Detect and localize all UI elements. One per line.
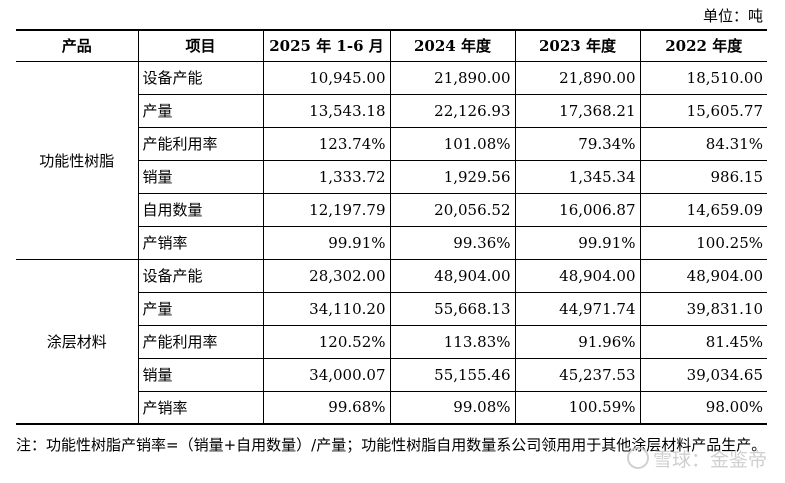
item-cell: 设备产能 (137, 60, 264, 95)
table-row: 产能利用率 123.74% 101.08% 79.34% 84.31% (16, 126, 767, 161)
value-cell: 99.08% (389, 390, 516, 425)
capacity-table: 产品 项目 2025 年 1-6 月 2024 年度 2023 年度 2022 … (16, 29, 767, 425)
value-cell: 55,668.13 (389, 291, 516, 326)
value-cell: 113.83% (389, 324, 516, 359)
watermark-text: 雪球：金鉴帝 (652, 449, 767, 471)
item-cell: 产销率 (138, 390, 264, 425)
table-row: 功能性树脂 设备产能 10,945.00 21,890.00 21,890.00 18,5… (16, 60, 767, 260)
value-cell: 16,006.87 (514, 192, 641, 227)
value-cell: 99.68% (262, 390, 391, 425)
value-cell: 100.59% (514, 390, 641, 425)
value-cell: 84.31% (639, 126, 767, 161)
value-cell: 13,543.18 (262, 93, 391, 128)
header-product: 产品 (16, 29, 139, 62)
table-row: 产销率 99.91% 99.36% 99.91% 100.25% (16, 225, 767, 260)
value-cell: 12,197.79 (262, 192, 391, 227)
item-cell: 产量 (138, 93, 264, 128)
value-cell: 986.15 (639, 159, 767, 194)
table-row: 产销率 99.68% 99.08% 100.59% 98.00% (16, 390, 767, 425)
value-cell: 101.08% (389, 126, 516, 161)
table-row: 涂层材料 设备产能 28,302.00 48,904.00 48,904.00 48,90… (16, 258, 767, 425)
value-cell: 99.91% (262, 225, 391, 260)
header-row: 产品 项目 2025 年 1-6 月 2024 年度 2023 年度 2022 … (16, 29, 767, 62)
value-cell: 21,890.00 (389, 60, 516, 95)
table-row: 产能利用率 120.52% 113.83% 91.96% 81.45% (16, 324, 767, 359)
value-cell: 17,368.21 (514, 93, 641, 128)
value-cell: 18,510.00 (639, 60, 767, 95)
unit-label: 单位：吨 (702, 7, 763, 25)
value-cell: 100.25% (639, 225, 767, 260)
value-cell: 21,890.00 (514, 60, 641, 95)
header-2023: 2023 年度 (514, 29, 641, 62)
value-cell: 81.45% (639, 324, 767, 359)
snowball-logo-icon (626, 447, 649, 469)
item-cell: 设备产能 (137, 258, 264, 293)
item-cell: 销量 (138, 159, 264, 194)
value-cell: 39,034.65 (639, 357, 767, 392)
value-cell: 28,302.00 (262, 258, 391, 293)
product-cell: 功能性树脂 (16, 60, 139, 260)
header-item: 项目 (137, 29, 264, 62)
value-cell: 79.34% (514, 126, 641, 161)
value-cell: 1,929.56 (389, 159, 516, 194)
value-cell: 22,126.93 (389, 93, 516, 128)
value-cell: 1,345.34 (514, 159, 641, 194)
value-cell: 55,155.46 (389, 357, 516, 392)
item-cell: 自用数量 (138, 192, 264, 227)
value-cell: 39,831.10 (639, 291, 767, 326)
value-cell: 91.96% (514, 324, 641, 359)
value-cell: 15,605.77 (639, 93, 767, 128)
table-row: 销量 1,333.72 1,929.56 1,345.34 986.15 (16, 159, 767, 194)
table-row: 自用数量 12,197.79 20,056.52 16,006.87 14,659.09 (16, 192, 767, 227)
value-cell: 99.36% (389, 225, 516, 260)
table-row: 销量 34,000.07 55,155.46 45,237.53 39,034.65 (16, 357, 767, 392)
value-cell: 48,904.00 (514, 258, 641, 293)
value-cell: 34,110.20 (262, 291, 391, 326)
item-cell: 产销率 (138, 225, 264, 260)
item-cell: 销量 (138, 357, 264, 392)
item-cell: 产量 (138, 291, 264, 326)
header-2025h1: 2025 年 1-6 月 (262, 29, 391, 62)
footnote: 注：功能性树脂产销率=（销量+自用数量）/产量；功能性树脂自用数量系公司领用用于… (16, 436, 767, 454)
value-cell: 99.91% (514, 225, 641, 260)
value-cell: 48,904.00 (639, 258, 767, 293)
item-cell: 产能利用率 (138, 126, 264, 161)
value-cell: 10,945.00 (262, 60, 391, 95)
value-cell: 44,971.74 (514, 291, 641, 326)
value-cell: 123.74% (262, 126, 391, 161)
header-2024: 2024 年度 (389, 29, 516, 62)
value-cell: 98.00% (639, 390, 767, 425)
value-cell: 120.52% (262, 324, 391, 359)
table-body: 功能性树脂 设备产能 10,945.00 21,890.00 21,890.00 18,5… (16, 60, 767, 425)
value-cell: 20,056.52 (389, 192, 516, 227)
value-cell: 14,659.09 (639, 192, 767, 227)
value-cell: 45,237.53 (514, 357, 641, 392)
watermark: 雪球：金鉴帝 (626, 445, 767, 472)
item-cell: 产能利用率 (138, 324, 264, 359)
value-cell: 34,000.07 (262, 357, 391, 392)
header-2022: 2022 年度 (639, 29, 767, 62)
product-cell: 涂层材料 (16, 258, 139, 425)
value-cell: 48,904.00 (389, 258, 516, 293)
value-cell: 1,333.72 (262, 159, 391, 194)
